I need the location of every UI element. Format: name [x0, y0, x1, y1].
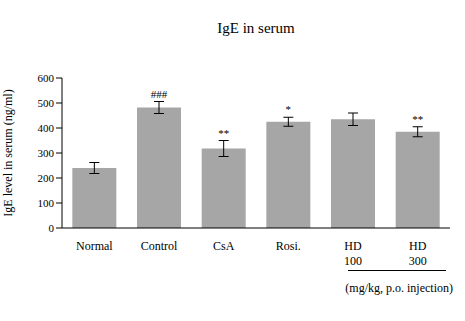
- svg-text:*: *: [286, 103, 292, 115]
- html-text:IgE in serum: IgE in serum: [217, 20, 295, 36]
- svg-text:400: 400: [38, 122, 55, 134]
- svg-text:500: 500: [38, 97, 55, 109]
- svg-text:HD: HD: [409, 239, 427, 253]
- html-text:(mg/kg, p.o. injection): (mg/kg, p.o. injection): [345, 281, 453, 295]
- svg-text:100: 100: [38, 197, 55, 209]
- svg-text:Rosi.: Rosi.: [276, 239, 301, 253]
- svg-text:Control: Control: [141, 239, 178, 253]
- svg-text:200: 200: [38, 172, 55, 184]
- svg-text:600: 600: [38, 72, 55, 84]
- svg-text:0: 0: [49, 222, 55, 234]
- svg-text:100: 100: [344, 254, 362, 268]
- svg-text:300: 300: [409, 254, 427, 268]
- svg-text:**: **: [412, 113, 423, 125]
- svg-text:Normal: Normal: [76, 239, 113, 253]
- svg-text:300: 300: [38, 147, 55, 159]
- svg-text:HD: HD: [344, 239, 362, 253]
- svg-text:CsA: CsA: [213, 239, 235, 253]
- svg-text:###: ###: [151, 88, 168, 100]
- svg-text:IgE level in serum (ng/ml): IgE level in serum (ng/ml): [8, 89, 15, 216]
- svg-text:**: **: [218, 127, 229, 139]
